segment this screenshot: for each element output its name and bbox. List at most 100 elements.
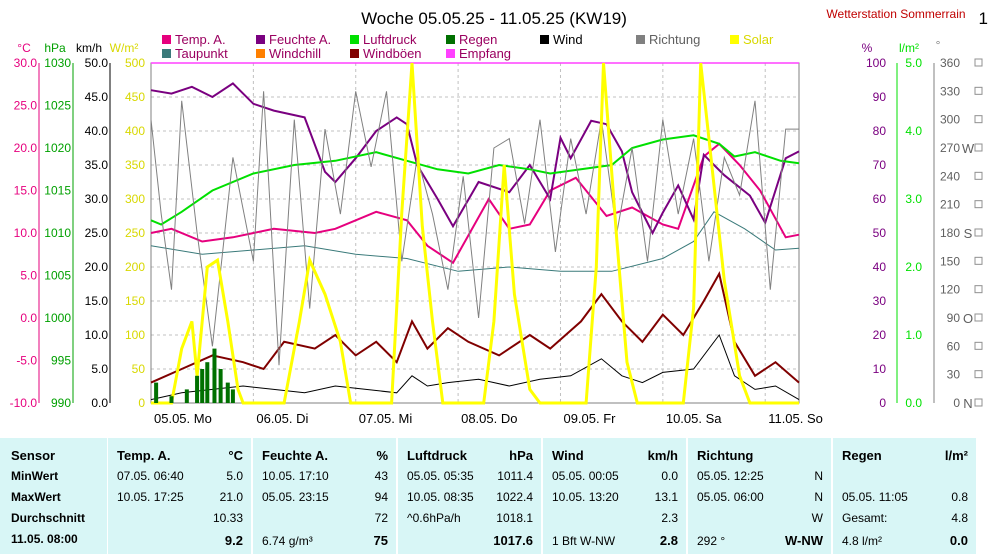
tick-kmh: 50.0 (85, 56, 109, 70)
row-label-min: MinWert (11, 469, 59, 483)
x-tick-label: 06.05. Di (256, 411, 308, 426)
legend-swatch-wind (540, 35, 549, 44)
cell-detail: 05.05. 11:05 (842, 490, 908, 504)
cell-value: 0.8 (951, 490, 968, 504)
legend-label-temp: Temp. A. (175, 32, 226, 47)
series-solar (151, 62, 799, 405)
cell-value: 0.0 (949, 533, 968, 548)
tick-temp: 5.0 (20, 269, 37, 283)
tick-solar: 350 (125, 158, 145, 172)
x-tick-label: 05.05. Mo (154, 411, 212, 426)
cell-value: 94 (374, 490, 388, 504)
tick-kmh: 0.0 (91, 396, 108, 410)
unit-hpa: hPa (44, 41, 66, 55)
tick-hpa: 1020 (44, 141, 71, 155)
tick-temp: 25.0 (14, 99, 38, 113)
tick-percent: 0 (879, 396, 886, 410)
bar-regen (225, 382, 230, 403)
table-column-1: Feuchte A.% 10.05. 17:10 43 05.05. 23:15 94 7… (253, 438, 396, 554)
chart-title: Woche 05.05.25 - 11.05.25 (KW19) (361, 9, 627, 28)
unit-rain: l/m² (899, 41, 919, 55)
tick-dir: 330 (940, 84, 960, 98)
tick-kmh: 5.0 (91, 362, 108, 376)
bar-regen (154, 382, 159, 403)
tick-dir: 180 (940, 226, 960, 240)
cell-detail: Gesamt: (842, 511, 888, 525)
cell-value: 21.0 (219, 490, 243, 504)
legend-label-solar: Solar (743, 32, 774, 47)
cell-detail: 05.05. 00:05 (552, 469, 619, 483)
tick-kmh: 15.0 (85, 294, 109, 308)
cell-value: 1022.4 (496, 490, 533, 504)
dir-marker (974, 256, 983, 265)
series-luftdruck (150, 134, 800, 226)
tick-percent: 40 (873, 260, 887, 274)
cell-detail: 05.05. 06:00 (697, 490, 764, 504)
cell-value: 1018.1 (496, 511, 533, 525)
tick-hpa: 1025 (44, 99, 71, 113)
tick-solar: 500 (125, 56, 145, 70)
tick-temp: -5.0 (16, 354, 37, 368)
cell-detail: 4.8 l/m² (842, 534, 883, 548)
tick-percent: 100 (866, 56, 886, 70)
bar-regen (218, 369, 223, 403)
tick-kmh: 10.0 (85, 328, 109, 342)
bar-regen (200, 369, 205, 403)
table-column-0: Temp. A. °C 07.05. 06:40 5.0 10.05. 17:25 21.… (108, 438, 251, 554)
cell-value: 5.0 (226, 469, 243, 483)
tick-solar: 0 (138, 396, 145, 410)
cell-value: 10.33 (212, 511, 243, 525)
x-tick-label: 11.05. So (768, 411, 823, 426)
unit-percent: % (862, 41, 873, 55)
dir-marker (974, 58, 983, 67)
column-title: Wind (552, 448, 584, 463)
statistics-table: Sensor MinWert MaxWert Durchschnitt 11.0… (0, 438, 988, 554)
dir-marker (974, 115, 983, 124)
legend-swatch-windboeen (350, 49, 359, 58)
cell-value: W-NW (785, 533, 823, 548)
cell-detail: 05.05. 05:35 (407, 469, 474, 483)
tick-hpa: 990 (51, 396, 71, 410)
tick-solar: 400 (125, 124, 145, 138)
tick-dir: 210 (940, 198, 960, 212)
dir-letter: O (963, 311, 973, 326)
tick-kmh: 35.0 (85, 158, 109, 172)
bar-regen (205, 362, 210, 403)
bar-regen (212, 348, 217, 403)
tick-solar: 100 (125, 328, 145, 342)
dir-marker (974, 86, 983, 95)
cell-detail: 10.05. 17:10 (262, 469, 329, 483)
column-title: Luftdruck (407, 448, 467, 463)
edge-digit: 1 (979, 9, 988, 28)
tick-temp: 20.0 (14, 141, 38, 155)
column-unit: km/h (647, 448, 678, 463)
row-label-current: 11.05. 08:00 (11, 532, 78, 546)
tick-temp: 0.0 (20, 311, 37, 325)
cell-value: 75 (373, 533, 388, 548)
tick-temp: 10.0 (14, 226, 38, 240)
table-column-2: Luftdruck hPa 05.05. 05:35 1011.4 10.05. 08:… (398, 438, 541, 554)
dir-marker (974, 398, 983, 407)
column-title: Richtung (697, 448, 754, 463)
dir-letter: W (962, 141, 975, 156)
tick-percent: 10 (873, 362, 887, 376)
bar-regen (195, 375, 200, 403)
column-unit: hPa (509, 448, 533, 463)
cell-value: 0.0 (661, 469, 678, 483)
tick-solar: 50 (132, 362, 146, 376)
legend-label-taupunkt: Taupunkt (175, 46, 228, 61)
table-column-5: Regen l/m² 05.05. 11:05 0.8 Gesamt: 4.8 4.8 l/… (833, 438, 976, 554)
unit-dir: ° (936, 38, 941, 52)
tick-hpa: 1005 (44, 269, 71, 283)
tick-temp: -10.0 (10, 396, 38, 410)
tick-hpa: 995 (51, 354, 71, 368)
legend-label-regen: Regen (459, 32, 497, 47)
cell-value: W (811, 511, 823, 525)
x-tick-label: 09.05. Fr (563, 411, 616, 426)
tick-kmh: 25.0 (85, 226, 109, 240)
tick-rain: 0.0 (905, 396, 922, 410)
station-name: Wetterstation Sommerrain (826, 7, 965, 21)
tick-dir: 150 (940, 254, 960, 268)
tick-percent: 60 (873, 192, 887, 206)
tick-dir: 90 (947, 311, 961, 325)
